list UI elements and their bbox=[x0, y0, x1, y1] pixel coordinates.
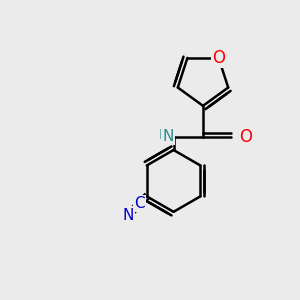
Text: C: C bbox=[134, 196, 145, 211]
Text: O: O bbox=[239, 128, 252, 146]
Text: N: N bbox=[162, 129, 174, 144]
Text: H: H bbox=[159, 128, 169, 142]
Text: N: N bbox=[122, 208, 134, 223]
Text: O: O bbox=[212, 49, 225, 67]
